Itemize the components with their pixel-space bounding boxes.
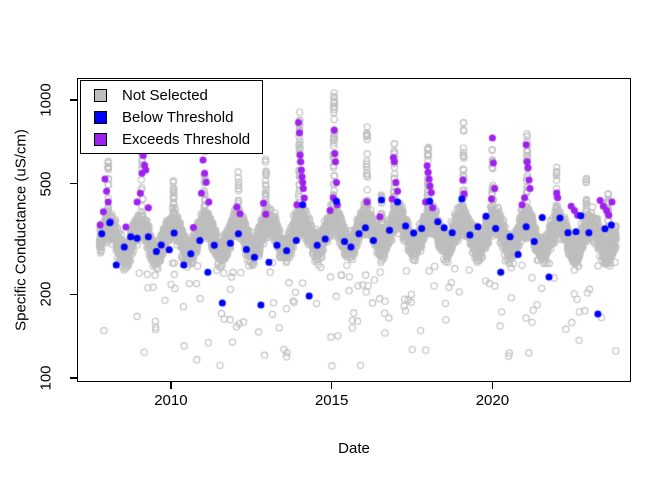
legend-label: Not Selected xyxy=(122,86,208,104)
x-tick-label: 2010 xyxy=(154,392,188,409)
legend-item-below-threshold: Below Threshold xyxy=(81,110,262,125)
legend: Not Selected Below Threshold Exceeds Thr… xyxy=(80,80,263,154)
legend-item-not-selected: Not Selected xyxy=(81,88,262,103)
below-threshold-swatch-icon xyxy=(94,110,107,124)
y-tick-mark xyxy=(70,182,77,185)
x-tick-label: 2015 xyxy=(314,392,349,409)
x-axis-title: Date xyxy=(338,440,370,457)
x-tick-label: 2020 xyxy=(475,392,510,409)
y-tick-label: 500 xyxy=(37,171,55,197)
y-tick-mark xyxy=(70,99,77,101)
y-tick-label: 100 xyxy=(37,365,55,391)
legend-label: Below Threshold xyxy=(122,108,234,126)
x-tick-mark xyxy=(491,382,494,389)
y-tick-mark xyxy=(70,377,77,379)
y-tick-label: 200 xyxy=(37,281,55,307)
y-tick-label: 1000 xyxy=(37,83,55,117)
legend-item-exceeds-threshold: Exceeds Threshold xyxy=(81,132,262,147)
legend-label: Exceeds Threshold xyxy=(122,130,251,148)
exceeds-threshold-swatch-icon xyxy=(94,132,107,146)
x-tick-mark xyxy=(330,382,333,389)
y-axis-title: Specific Conductance (uS/cm) xyxy=(12,129,30,331)
not-selected-swatch-icon xyxy=(94,88,107,102)
y-tick-mark xyxy=(70,293,77,296)
x-tick-mark xyxy=(170,382,172,389)
